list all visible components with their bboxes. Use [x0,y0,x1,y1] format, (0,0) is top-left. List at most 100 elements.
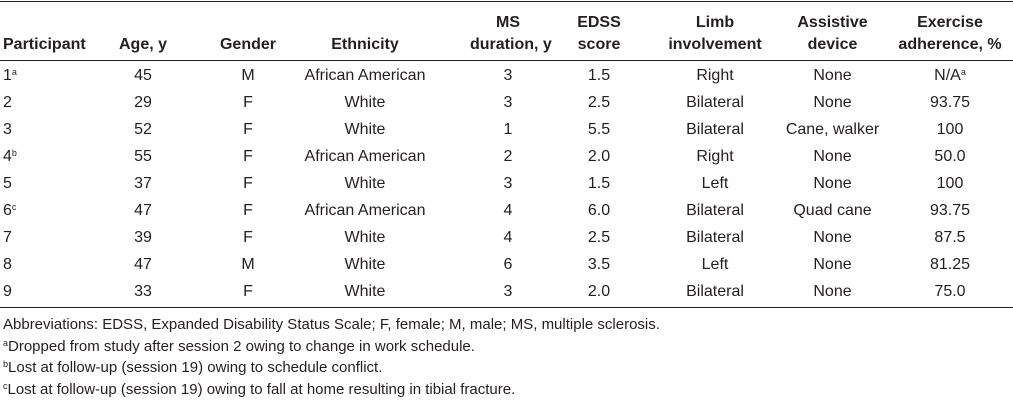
table-footnotes: Abbreviations: EDSS, Expanded Disability… [3,314,1008,400]
assistive-device-cell: None [813,256,852,273]
ms-duration-cell: 4 [503,202,513,219]
exercise-adherence-cell: 93.75 [929,94,971,111]
exercise-adherence-cell: 100 [936,175,964,192]
table-row: 4b 55 F African American 2 2.0 Right None 50.0 [0,143,1013,170]
edss-score-cell: 5.5 [587,121,611,138]
assistive-device-cell: Quad cane [793,202,872,219]
age-cell: 39 [134,229,152,246]
footnote-marker: c [11,202,17,212]
ethnicity-cell: African American [304,202,426,219]
participant-cell: 6c [3,202,17,219]
assistive-device-cell: Cane, walker [785,121,880,138]
participant-cell: 8 [3,256,12,273]
edss-score-cell: 2.0 [587,283,611,300]
limb-involvement-cell: Bilateral [686,94,744,111]
edss-score-cell: 2.0 [587,148,611,165]
gender-cell: M [241,67,255,84]
age-cell: 47 [134,256,152,273]
edss-score-cell: 6.0 [587,202,611,219]
participant-cell: 9 [3,283,12,300]
header-gender: Gender [219,36,276,53]
footnote-marker: a [960,67,966,77]
ethnicity-cell: White [344,229,386,246]
footnote-marker: a [11,67,17,77]
age-cell: 37 [134,175,152,192]
edss-score-cell: 2.5 [587,94,611,111]
footnote-b: bLost at follow-up (session 19) owing to… [3,359,383,376]
footnote-a: aDropped from study after session 2 owin… [3,337,475,355]
ms-duration-cell: 3 [503,283,513,300]
top-rule [0,1,1013,2]
table-row: 8 47 M White 6 3.5 Left None 81.25 [0,251,1013,278]
limb-involvement-cell: Left [701,256,729,273]
header-assistive-device: Assistive device [797,14,868,53]
ethnicity-cell: White [344,121,386,138]
footnote-c: cLost at follow-up (session 19) owing to… [3,380,516,398]
age-cell: 45 [134,67,152,84]
edss-score-cell: 1.5 [587,175,611,192]
exercise-adherence-cell: N/Aa [934,67,966,84]
gender-cell: F [243,283,253,300]
header-age: Age, y [118,36,167,53]
limb-involvement-cell: Left [701,175,729,192]
gender-cell: F [243,148,253,165]
gender-cell: F [243,202,253,219]
exercise-adherence-cell: 100 [936,121,964,138]
edss-score-cell: 3.5 [587,256,611,273]
exercise-adherence-cell: 50.0 [934,148,966,165]
gender-cell: F [243,229,253,246]
table-row: 6c 47 F African American 4 6.0 Bilateral Quad c… [0,197,1013,224]
header-exercise-adherence: Exercise adherence, % [898,14,1002,53]
table-row: 3 52 F White 1 5.5 Bilateral Cane, walker 100 [0,116,1013,143]
header-participant: Participant [3,36,86,53]
limb-involvement-cell: Bilateral [686,202,744,219]
header-rule [0,60,1013,61]
table-row: 5 37 F White 3 1.5 Left None 100 [0,170,1013,197]
participant-cell: 7 [3,229,12,246]
ethnicity-cell: White [344,175,386,192]
participant-cell: 4b [3,148,17,165]
ms-duration-cell: 2 [503,148,513,165]
ms-duration-cell: 4 [503,229,513,246]
gender-cell: F [243,175,253,192]
limb-involvement-cell: Bilateral [686,229,744,246]
bottom-rule [0,307,1013,308]
ethnicity-cell: White [344,94,386,111]
assistive-device-cell: None [813,229,852,246]
header-ms-duration: MS duration, y [470,14,552,53]
ethnicity-cell: African American [304,148,426,165]
gender-cell: F [243,121,253,138]
limb-involvement-cell: Bilateral [686,121,744,138]
assistive-device-cell: None [813,148,852,165]
header-limb-involvement: Limb involvement [668,14,762,53]
exercise-adherence-cell: 81.25 [929,256,971,273]
ethnicity-cell: White [344,256,386,273]
header-edss-score: EDSS score [577,14,621,53]
assistive-device-cell: None [813,94,852,111]
exercise-adherence-cell: 93.75 [929,202,971,219]
age-cell: 47 [134,202,152,219]
table-header: Participant Age, y Gender Ethnicity MS du… [0,8,1013,56]
participant-cell: 2 [3,94,12,111]
gender-cell: F [243,94,253,111]
table-row: 9 33 F White 3 2.0 Bilateral None 75.0 [0,278,1013,305]
footnote-marker: b [11,148,17,158]
age-cell: 29 [134,94,152,111]
exercise-adherence-cell: 87.5 [934,229,966,246]
assistive-device-cell: None [813,175,852,192]
table-row: 1a 45 M African American 3 1.5 Right None N/Aa [0,62,1013,89]
header-ethnicity: Ethnicity [331,36,399,53]
age-cell: 55 [134,148,152,165]
ms-duration-cell: 6 [503,256,513,273]
participant-cell: 5 [3,175,12,192]
ms-duration-cell: 3 [503,94,513,111]
edss-score-cell: 1.5 [587,67,611,84]
limb-involvement-cell: Bilateral [686,283,744,300]
ms-duration-cell: 3 [503,175,513,192]
limb-involvement-cell: Right [696,67,734,84]
exercise-adherence-cell: 75.0 [934,283,966,300]
assistive-device-cell: None [813,283,852,300]
table-row: 2 29 F White 3 2.5 Bilateral None 93.75 [0,89,1013,116]
ms-duration-cell: 3 [503,67,513,84]
